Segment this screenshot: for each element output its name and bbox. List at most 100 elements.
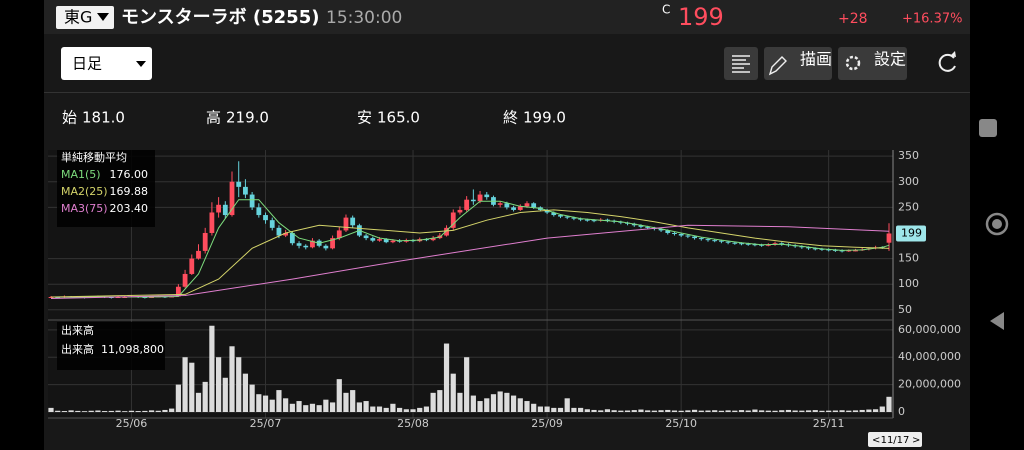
nav-recent[interactable] (979, 119, 997, 137)
y-tick-label: 300 (898, 175, 919, 188)
candle-body (524, 203, 530, 207)
summary-name: 安 (357, 109, 372, 127)
candle-body (638, 225, 644, 227)
candle-body (517, 206, 523, 210)
candle-body (424, 239, 429, 241)
volume-bar (309, 403, 316, 412)
volume-bar (55, 410, 61, 412)
candle-body (531, 203, 537, 208)
candle-body (692, 236, 697, 239)
candle-body (725, 241, 731, 243)
volume-bar (879, 406, 885, 412)
volume-bar (678, 410, 684, 412)
volume-bar (48, 407, 54, 412)
candle-body (390, 240, 396, 243)
nav-back[interactable] (990, 312, 1004, 330)
volume-bar (732, 410, 738, 412)
refresh-icon[interactable] (938, 53, 956, 72)
volume-bar (752, 409, 758, 412)
summary-name: 高 (206, 109, 221, 127)
summary-name: 終 (503, 109, 518, 127)
volume-bar (598, 410, 604, 412)
volume-bar (95, 410, 101, 412)
volume-bar (510, 395, 517, 412)
volume-bar (356, 402, 362, 412)
volume-bar (102, 411, 108, 412)
volume-bar (296, 401, 302, 412)
volume-bar (229, 346, 235, 412)
market-select[interactable] (56, 6, 114, 29)
candle-body (289, 232, 295, 244)
volume-bar (135, 411, 141, 412)
volume-bar (665, 409, 671, 412)
volume-bar (350, 390, 356, 412)
legend-value: 203.40 (110, 202, 149, 215)
volume-bar (490, 394, 497, 412)
legend-name: MA2(25) (61, 185, 108, 198)
badge-arrow: > (912, 435, 920, 446)
volume-bar (624, 410, 631, 412)
volume-bar (61, 411, 68, 412)
volume-bar (209, 325, 215, 412)
volume-bar (718, 410, 724, 412)
change-pct: +16.37% (902, 12, 962, 27)
volume-bar (81, 411, 88, 412)
summary-value: 219.0 (226, 109, 269, 127)
summary-name: 始 (62, 109, 77, 127)
volume-tick-label: 20,000,000 (898, 378, 961, 391)
ma-line (50, 209, 890, 298)
volume-title: 出来高 (61, 323, 94, 337)
candle-body (685, 235, 691, 237)
ma-legend-bg (57, 150, 155, 227)
candle-body (605, 219, 610, 221)
volume-bar (142, 410, 148, 412)
volume-bar (638, 409, 644, 412)
volume-tick-label: 40,000,000 (898, 350, 961, 363)
volume-bar (738, 410, 745, 412)
candle-body (182, 273, 188, 287)
nav-home[interactable] (985, 212, 1009, 236)
candle-body (551, 212, 557, 216)
volume-bar (759, 410, 765, 412)
candle-body (343, 217, 349, 231)
candle-body (323, 245, 329, 249)
volume-bar (852, 410, 859, 412)
candle-body (484, 194, 490, 198)
volume-bar (323, 399, 329, 412)
candle-body (175, 286, 181, 297)
candle-body (263, 215, 268, 221)
volume-bar (772, 410, 778, 412)
candle-body (705, 239, 711, 241)
period-select[interactable] (61, 47, 152, 80)
volume-bar (805, 410, 812, 412)
volume-bar (464, 357, 470, 412)
volume-bar (504, 392, 510, 412)
volume-bar (423, 406, 430, 412)
volume-bar (645, 410, 651, 412)
candle-body (558, 215, 563, 217)
volume-bar (262, 395, 269, 412)
volume-bar (289, 403, 295, 412)
draw-button[interactable] (764, 47, 832, 80)
candle-body (236, 181, 242, 187)
candle-body (336, 230, 342, 239)
volume-bar (182, 357, 188, 412)
candle-body (698, 238, 704, 240)
volume-bar (839, 410, 845, 412)
settings-button[interactable] (838, 47, 907, 80)
volume-bar (611, 410, 617, 412)
candle-body (732, 242, 738, 244)
volume-bar (866, 409, 872, 412)
volume-bar (658, 410, 664, 412)
candle-body (330, 238, 335, 249)
volume-bar (517, 398, 523, 412)
candle-body (752, 244, 758, 246)
change: +28 (838, 11, 868, 27)
volume-bar (705, 410, 711, 412)
time: 15:30:00 (326, 8, 402, 28)
ma-legend-title: 単純移動平均 (61, 150, 127, 164)
candle-body (450, 212, 456, 228)
candle-body (806, 247, 811, 249)
volume-bar (437, 390, 443, 412)
y-tick-label: 250 (898, 200, 919, 213)
